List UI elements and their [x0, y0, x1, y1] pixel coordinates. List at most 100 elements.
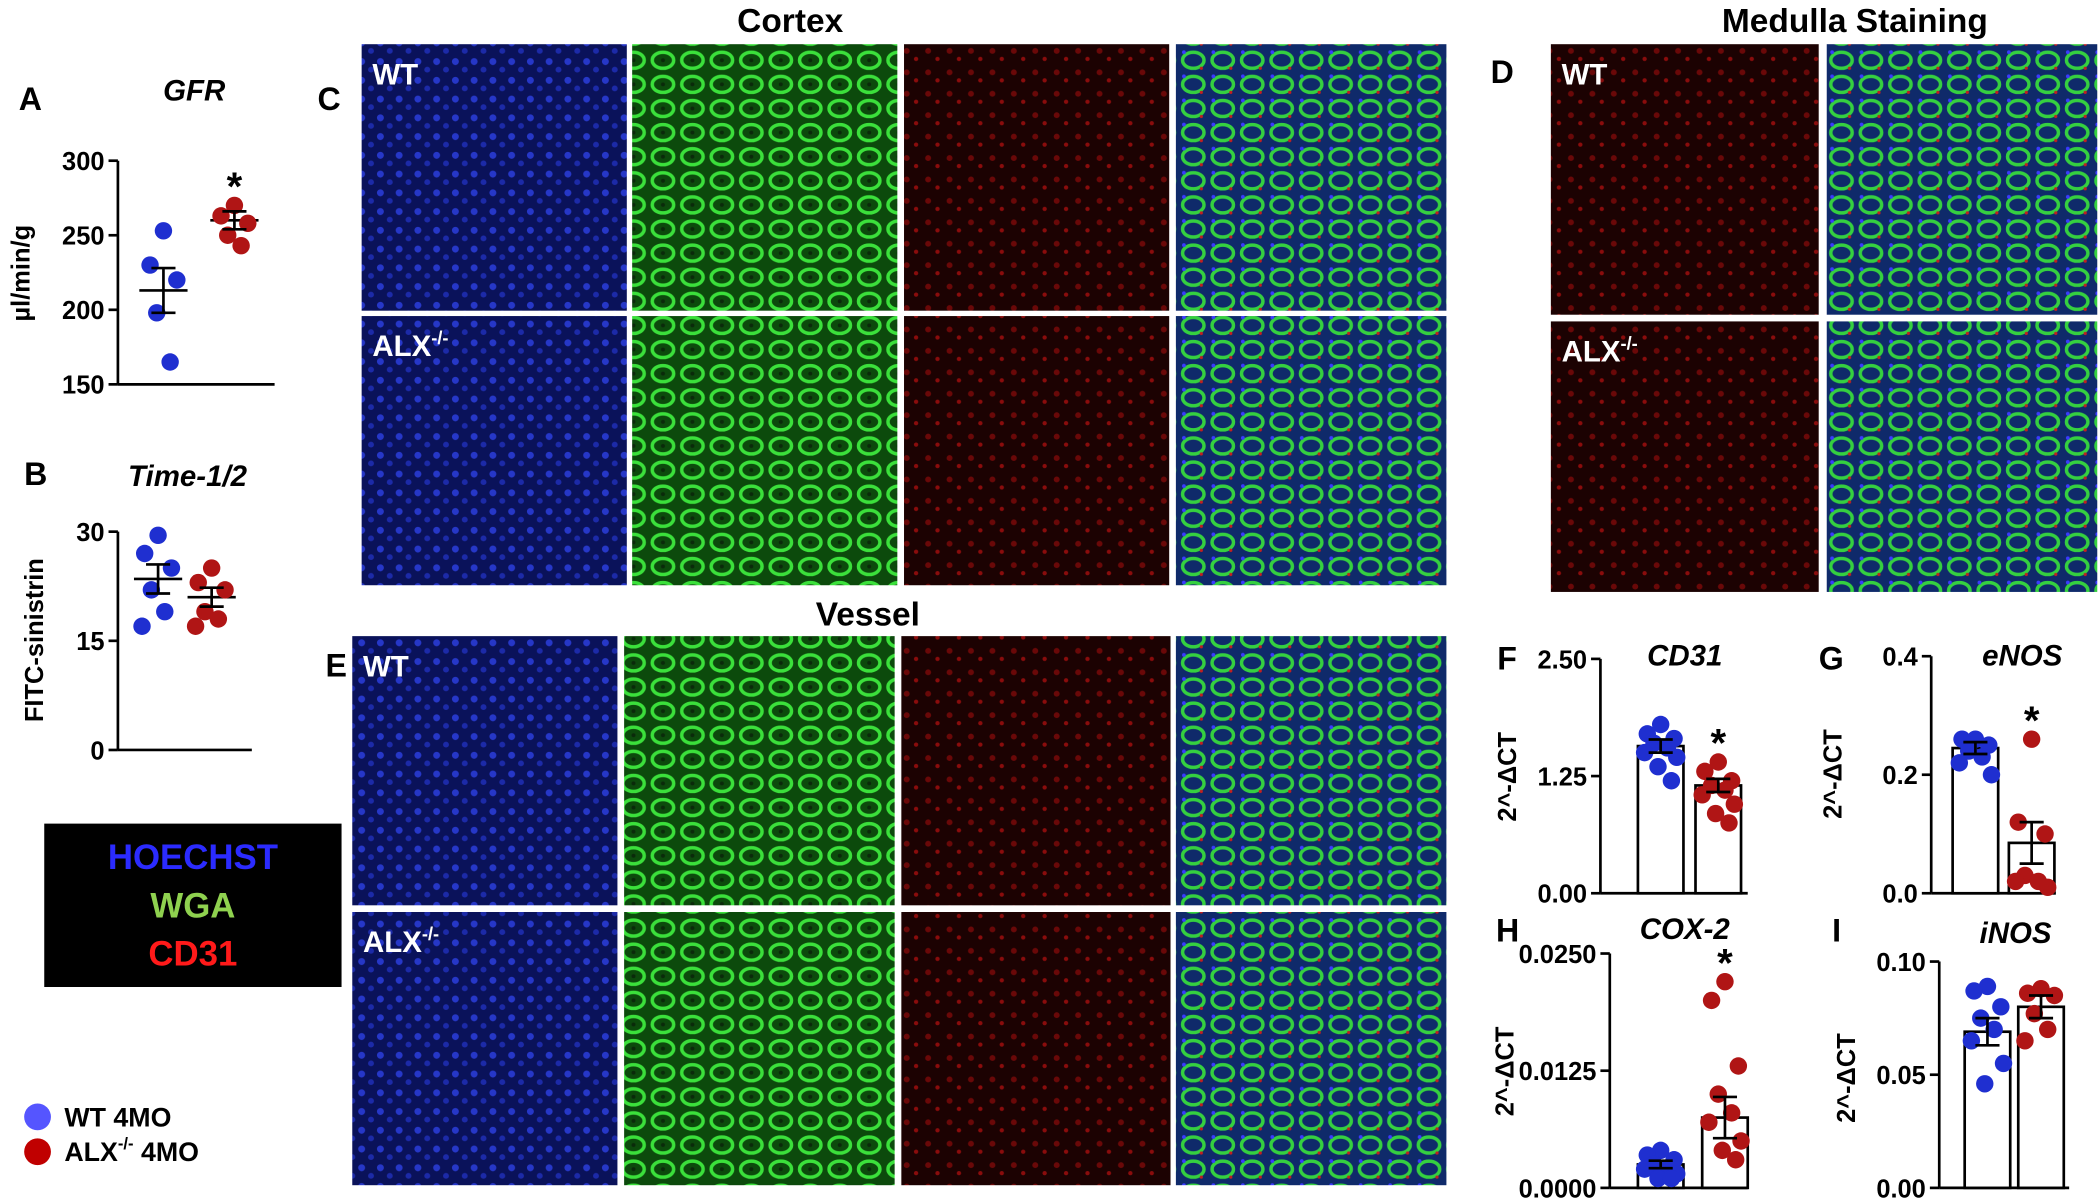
- error-bar: [146, 563, 171, 595]
- data-point: [1973, 748, 1991, 766]
- y-axis-label: 2^-ΔCT: [1491, 1026, 1519, 1116]
- y-tick-label: 0.4: [1882, 644, 1918, 672]
- data-point: [162, 559, 181, 577]
- error-bar: [1963, 740, 1988, 756]
- error-bar: [1706, 777, 1731, 794]
- micrograph: [1550, 44, 1819, 315]
- micrograph: [901, 636, 1171, 906]
- y-tick-label: 15: [76, 628, 104, 656]
- data-point: [2018, 984, 2037, 1002]
- data-point: [1978, 977, 1997, 996]
- data-point: [212, 207, 230, 225]
- stain-label: HOECHST: [108, 838, 278, 877]
- micrograph: [904, 44, 1170, 311]
- panel-letter: H: [1496, 912, 1519, 948]
- data-point: [1635, 743, 1654, 762]
- data-point: [2039, 878, 2057, 897]
- micrograph: [1175, 44, 1447, 311]
- data-point: [1716, 781, 1734, 799]
- data-point: [1732, 1132, 1750, 1150]
- row-label: WT: [372, 58, 418, 91]
- y-axis-label: FITC-sinistrin: [21, 558, 49, 722]
- micrograph: [632, 316, 898, 586]
- legend-label-suffix: 4MO: [134, 1137, 199, 1167]
- data-point: [1962, 1032, 1981, 1050]
- panel-letter: B: [24, 456, 47, 492]
- data-point: [1716, 972, 1734, 991]
- data-point: [2036, 825, 2054, 843]
- y-tick-label: 300: [62, 148, 104, 176]
- micrograph: [624, 912, 895, 1186]
- micrograph: [361, 44, 627, 311]
- legend-label: WT 4MO: [64, 1102, 171, 1132]
- y-tick-label: 0.0125: [1519, 1058, 1597, 1086]
- micrograph: [1826, 321, 2098, 592]
- y-tick-label: 0.0250: [1519, 941, 1597, 969]
- data-point: [2009, 813, 2027, 831]
- row-label-main: WT: [363, 650, 409, 683]
- y-tick-label: 150: [62, 372, 104, 400]
- y-tick-label: 0.0: [1882, 881, 1917, 909]
- row-label-main: WT: [372, 58, 418, 91]
- data-point: [1959, 742, 1978, 760]
- y-tick-label: 0.00: [1538, 881, 1588, 909]
- row-label: WT: [363, 650, 409, 683]
- error-bar: [1975, 1016, 2000, 1047]
- data-point: [2022, 730, 2041, 748]
- micrograph: [624, 636, 895, 906]
- data-point: [1729, 1057, 1748, 1075]
- chart-title: GFR: [163, 74, 226, 107]
- data-point: [1709, 753, 1727, 771]
- panel-letter: D: [1491, 54, 1514, 90]
- chart-title: CD31: [1647, 640, 1722, 673]
- panel-letter: E: [325, 647, 346, 683]
- data-point: [149, 526, 167, 545]
- data-point: [133, 617, 151, 635]
- row-label-sup: -/-: [1621, 333, 1638, 354]
- significance: *: [2024, 698, 2040, 743]
- data-point: [156, 603, 174, 621]
- data-point: [1696, 762, 1714, 781]
- legend-label: ALX-/- 4MO: [64, 1134, 199, 1167]
- data-point: [1668, 748, 1686, 767]
- error-bar: [2028, 994, 2054, 1020]
- data-point: [209, 610, 228, 628]
- data-point: [219, 226, 237, 244]
- error-bar: [199, 586, 224, 608]
- row-label: ALX-/-: [372, 327, 448, 363]
- y-axis-label: 2^-ΔCT: [1833, 1033, 1861, 1123]
- image-title: Medulla Staining: [1722, 3, 1988, 40]
- y-tick-label: 250: [62, 223, 104, 251]
- chart-title: eNOS: [1982, 640, 2063, 673]
- row-label-main: ALX: [372, 330, 431, 363]
- y-axis-label: 2^-ΔCT: [1819, 729, 1847, 819]
- image-title: Cortex: [737, 3, 843, 40]
- significance: *: [227, 164, 243, 209]
- row-label-main: WT: [1562, 58, 1608, 91]
- error-bar: [1648, 1159, 1673, 1170]
- error-bar: [1648, 738, 1673, 754]
- y-tick-label: 30: [76, 519, 104, 547]
- micrograph: [632, 44, 898, 311]
- data-point: [135, 544, 154, 563]
- significance: *: [1717, 940, 1733, 985]
- data-point: [1992, 998, 2010, 1016]
- data-point: [216, 581, 234, 599]
- legend-label-sup: -/-: [118, 1134, 134, 1153]
- data-point: [1635, 1160, 1654, 1178]
- data-point: [1709, 1085, 1727, 1103]
- micrograph: [352, 636, 618, 906]
- micrograph: [1175, 636, 1447, 906]
- y-axis-label: 2^-ΔCT: [1494, 731, 1522, 821]
- data-point: [161, 353, 179, 371]
- data-point: [1982, 766, 2001, 784]
- row-label: WT: [1562, 58, 1608, 91]
- micrograph: [1175, 316, 1447, 586]
- data-point: [2039, 1020, 2057, 1039]
- y-axis-label: µl/min/g: [8, 225, 36, 322]
- micrograph: [901, 912, 1171, 1186]
- y-tick-label: 1.25: [1538, 763, 1588, 791]
- image-title: Vessel: [816, 596, 920, 633]
- row-label: ALX-/-: [363, 923, 439, 959]
